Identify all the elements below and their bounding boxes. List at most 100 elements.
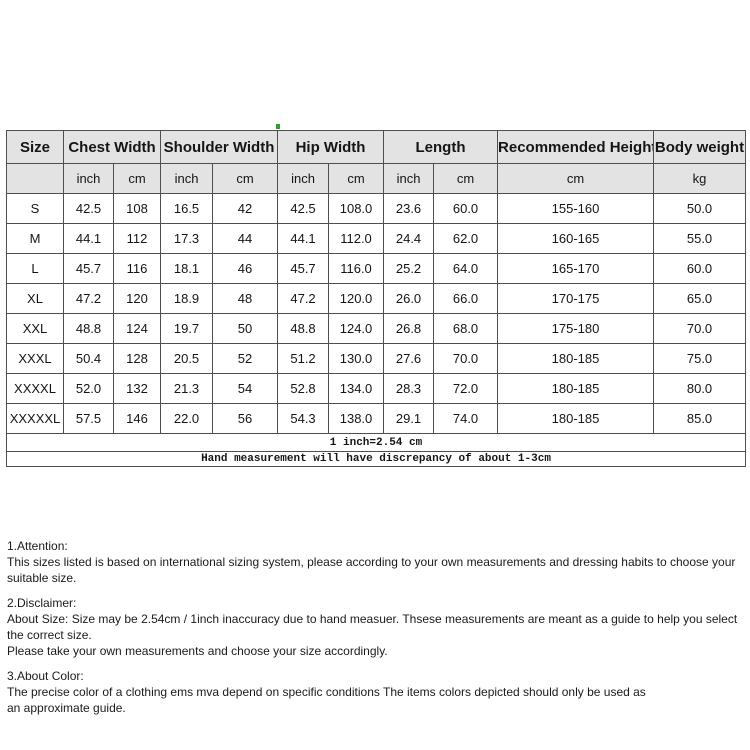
size-label: XXXL: [6, 343, 64, 374]
cell-length-cm: 60.0: [433, 193, 499, 224]
cell-weight: 60.0: [653, 253, 747, 284]
cell-shoulder-cm: 48: [212, 283, 279, 314]
unit-cell: kg: [653, 163, 747, 194]
cell-chest-cm: 132: [112, 373, 162, 404]
unit-cell: inch: [383, 163, 435, 194]
cell-chest-inch: 52.0: [63, 373, 114, 404]
unit-cell: cm: [212, 163, 279, 194]
unit-cell: inch: [63, 163, 114, 194]
cell-weight: 80.0: [653, 373, 747, 404]
cell-shoulder-cm: 52: [212, 343, 279, 374]
note-attention-heading: 1.Attention:: [7, 539, 68, 553]
col-header-recommended-height: Recommended Height: [497, 130, 655, 164]
cell-height: 180-185: [497, 373, 655, 404]
cell-weight: 50.0: [653, 193, 747, 224]
cell-hip-inch: 48.8: [277, 313, 330, 344]
cell-hip-inch: 47.2: [277, 283, 330, 314]
cell-weight: 75.0: [653, 343, 747, 374]
cell-hip-inch: 42.5: [277, 193, 330, 224]
size-label: M: [6, 223, 64, 254]
unit-cell: cm: [433, 163, 499, 194]
cell-length-inch: 24.4: [383, 223, 435, 254]
cell-length-cm: 68.0: [433, 313, 499, 344]
cell-weight: 70.0: [653, 313, 747, 344]
cell-chest-inch: 47.2: [63, 283, 114, 314]
col-header-length: Length: [383, 130, 499, 164]
header-row-units: inch cm inch cm inch cm inch cm cm kg: [6, 163, 747, 194]
notes-block: 1.Attention: This sizes listed is based …: [7, 538, 747, 725]
note-disclaimer-line-1: About Size: Size may be 2.54cm / 1inch i…: [7, 612, 738, 642]
note-about-color-line-1: The precise color of a clothing ems mva …: [7, 685, 646, 699]
unit-cell-blank: [6, 163, 64, 194]
cell-chest-cm: 116: [112, 253, 162, 284]
note-about-color-line-2: an approximate guide.: [7, 701, 126, 715]
cell-length-inch: 25.2: [383, 253, 435, 284]
note-disclaimer-heading: 2.Disclaimer:: [7, 596, 77, 610]
unit-cell: inch: [277, 163, 330, 194]
note-disclaimer: 2.Disclaimer: About Size: Size may be 2.…: [7, 595, 747, 659]
table-row-s: S 42.5 108 16.5 42 42.5 108.0 23.6 60.0 …: [6, 193, 747, 224]
cell-hip-cm: 138.0: [328, 403, 385, 434]
note-disclaimer-line-2: Please take your own measurements and ch…: [7, 644, 388, 658]
cell-chest-cm: 146: [112, 403, 162, 434]
cell-hip-cm: 108.0: [328, 193, 385, 224]
cell-length-cm: 62.0: [433, 223, 499, 254]
size-label: XXL: [6, 313, 64, 344]
cell-length-cm: 70.0: [433, 343, 499, 374]
cell-length-cm: 64.0: [433, 253, 499, 284]
table-footnotes: 1 inch=2.54 cm Hand measurement will hav…: [5, 433, 747, 467]
note-attention: 1.Attention: This sizes listed is based …: [7, 538, 747, 586]
cell-height: 175-180: [497, 313, 655, 344]
cell-length-inch: 27.6: [383, 343, 435, 374]
unit-cell: cm: [328, 163, 385, 194]
cell-length-inch: 29.1: [383, 403, 435, 434]
note-attention-line: This sizes listed is based on internatio…: [7, 555, 736, 585]
cell-shoulder-inch: 21.3: [160, 373, 214, 404]
cell-hip-cm: 120.0: [328, 283, 385, 314]
cell-height: 160-165: [497, 223, 655, 254]
cell-hip-cm: 134.0: [328, 373, 385, 404]
table-row-l: L 45.7 116 18.1 46 45.7 116.0 25.2 64.0 …: [6, 253, 747, 284]
size-label: L: [6, 253, 64, 284]
cell-shoulder-inch: 16.5: [160, 193, 214, 224]
footnote-row-measurement-discrepancy: Hand measurement will have discrepancy o…: [5, 451, 747, 467]
cell-shoulder-inch: 22.0: [160, 403, 214, 434]
note-about-color: 3.About Color: The precise color of a cl…: [7, 668, 747, 716]
cell-length-inch: 23.6: [383, 193, 435, 224]
cell-chest-cm: 120: [112, 283, 162, 314]
cell-hip-inch: 51.2: [277, 343, 330, 374]
cell-shoulder-inch: 18.9: [160, 283, 214, 314]
cell-height: 180-185: [497, 403, 655, 434]
cell-chest-inch: 45.7: [63, 253, 114, 284]
cell-hip-inch: 52.8: [277, 373, 330, 404]
header-row-titles: Size Chest Width Shoulder Width Hip Widt…: [6, 130, 747, 164]
size-label: XXXXL: [6, 373, 64, 404]
cell-length-inch: 26.0: [383, 283, 435, 314]
cell-length-cm: 66.0: [433, 283, 499, 314]
cell-height: 180-185: [497, 343, 655, 374]
cell-chest-inch: 57.5: [63, 403, 114, 434]
cell-height: 170-175: [497, 283, 655, 314]
cell-chest-cm: 128: [112, 343, 162, 374]
cell-shoulder-cm: 42: [212, 193, 279, 224]
cell-shoulder-inch: 20.5: [160, 343, 214, 374]
col-header-body-weight: Body weight: [653, 130, 747, 164]
cell-shoulder-cm: 46: [212, 253, 279, 284]
green-artifact-mark: [276, 124, 280, 129]
cell-shoulder-inch: 18.1: [160, 253, 214, 284]
cell-hip-cm: 116.0: [328, 253, 385, 284]
table-row-m: M 44.1 112 17.3 44 44.1 112.0 24.4 62.0 …: [6, 223, 747, 254]
cell-hip-cm: 112.0: [328, 223, 385, 254]
cell-shoulder-cm: 44: [212, 223, 279, 254]
note-about-color-heading: 3.About Color:: [7, 669, 84, 683]
cell-chest-inch: 48.8: [63, 313, 114, 344]
footnote-measurement-discrepancy: Hand measurement will have discrepancy o…: [5, 451, 747, 467]
footnote-row-inch-conversion: 1 inch=2.54 cm: [5, 433, 747, 452]
cell-hip-cm: 124.0: [328, 313, 385, 344]
cell-chest-inch: 50.4: [63, 343, 114, 374]
cell-chest-cm: 112: [112, 223, 162, 254]
unit-cell: cm: [497, 163, 655, 194]
size-label: XXXXXL: [6, 403, 64, 434]
size-chart-table: Size Chest Width Shoulder Width Hip Widt…: [5, 130, 747, 467]
cell-length-cm: 74.0: [433, 403, 499, 434]
